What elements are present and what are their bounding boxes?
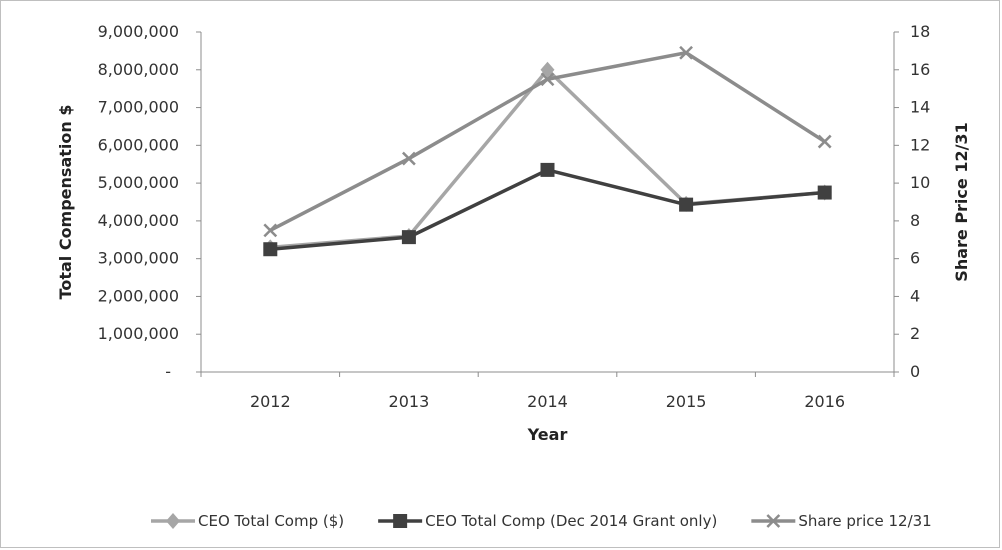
- legend-label: CEO Total Comp (Dec 2014 Grant only): [425, 512, 717, 530]
- series-2: [263, 45, 832, 238]
- left-tick-label: 3,000,000: [98, 249, 179, 268]
- left-tick-label: 1,000,000: [98, 324, 179, 343]
- x-tick-label: 2014: [527, 392, 568, 411]
- series-line: [270, 68, 825, 250]
- x-tick-label: 2012: [250, 392, 291, 411]
- axes: - 1,000,000 2,000,000 3,000,000 4,000,000 5,0…: [98, 22, 931, 411]
- left-tick-label: -: [165, 362, 171, 381]
- legend-item: CEO Total Comp (Dec 2014 Grant only): [378, 512, 717, 530]
- x-tick-label: 2016: [804, 392, 845, 411]
- right-tick-label: 8: [910, 211, 920, 230]
- right-tick-label: 12: [910, 135, 930, 154]
- right-tick-label: 14: [910, 98, 930, 117]
- x-tick-label: 2013: [389, 392, 430, 411]
- left-tick-label: 4,000,000: [98, 211, 179, 230]
- legend-swatch-marker: [393, 514, 408, 528]
- x-marker-stroke: [766, 514, 781, 528]
- legend-swatch-marker: [166, 513, 180, 529]
- legend-item: CEO Total Comp ($): [151, 512, 344, 530]
- data-point-marker: [540, 72, 555, 87]
- right-tick-label: 18: [910, 22, 930, 41]
- right-tick-label: 2: [910, 324, 920, 343]
- legend: CEO Total Comp ($) CEO Total Comp (Dec 20…: [151, 512, 932, 530]
- left-tick-label: 6,000,000: [98, 135, 179, 154]
- data-point-marker: [540, 61, 555, 78]
- x-marker-stroke: [540, 72, 555, 87]
- series-layer: [263, 45, 832, 257]
- legend-label: CEO Total Comp ($): [198, 512, 344, 530]
- right-tick-label: 16: [910, 60, 930, 79]
- right-y-axis-title: Share Price 12/31: [952, 122, 971, 281]
- left-tick-label: 9,000,000: [98, 22, 179, 41]
- data-point-marker: [817, 134, 832, 149]
- right-tick-label: 4: [910, 286, 920, 305]
- data-point-marker: [402, 151, 416, 166]
- legend-swatch-marker: [766, 514, 781, 528]
- data-point-marker: [540, 162, 555, 177]
- data-point-marker: [679, 197, 694, 212]
- data-point-marker: [263, 242, 278, 257]
- series-1: [263, 162, 832, 257]
- right-tick-label: 10: [910, 173, 930, 192]
- x-marker-stroke: [263, 223, 278, 238]
- data-point-marker: [401, 230, 416, 245]
- data-point-marker: [263, 223, 278, 238]
- left-tick-label: 8,000,000: [98, 60, 179, 79]
- left-tick-label: 2,000,000: [98, 286, 179, 305]
- x-marker-stroke: [402, 151, 416, 166]
- left-tick-label: 7,000,000: [98, 98, 179, 117]
- x-axis-title: Year: [527, 425, 568, 444]
- legend-label: Share price 12/31: [798, 512, 931, 530]
- right-tick-label: 6: [910, 249, 920, 268]
- left-y-axis-title: Total Compensation $: [56, 105, 75, 300]
- x-marker-stroke: [817, 134, 832, 149]
- left-tick-label: 5,000,000: [98, 173, 179, 192]
- legend-item: Share price 12/31: [751, 512, 932, 530]
- x-marker-stroke: [679, 45, 693, 60]
- right-tick-label: 0: [910, 362, 920, 381]
- x-tick-label: 2015: [666, 392, 707, 411]
- data-point-marker: [679, 45, 693, 60]
- series-line: [270, 168, 825, 251]
- data-point-marker: [817, 185, 832, 200]
